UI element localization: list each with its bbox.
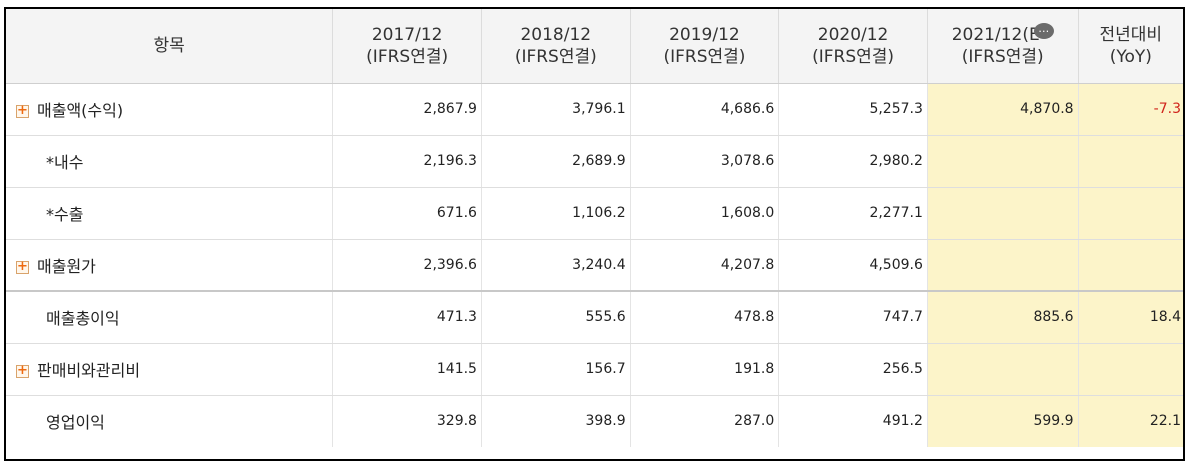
row-label: 영업이익	[6, 395, 334, 447]
yoy-cell	[1078, 343, 1183, 396]
table-row-export: *수출 671.6 1,106.2 1,608.0 2,277.1	[6, 187, 1183, 240]
value-cell: 671.6	[332, 187, 482, 240]
value-cell: 2,277.1	[778, 187, 928, 240]
estimate-value-cell	[927, 343, 1079, 396]
header-row: 항목 2017/12 (IFRS연결) 2018/12 (IFRS연결) 2019/…	[6, 9, 1183, 84]
yoy-cell: 18.4	[1078, 291, 1183, 344]
row-label: *수출	[6, 187, 334, 240]
header-period-2017[interactable]: 2017/12 (IFRS연결)	[332, 9, 482, 84]
value-cell: 2,396.6	[332, 239, 482, 292]
table-row-sga: + 판매비와관리비 141.5 156.7 191.8 256.5	[6, 343, 1183, 396]
header-period-2019[interactable]: 2019/12 (IFRS연결)	[630, 9, 780, 84]
yoy-cell	[1078, 135, 1183, 188]
value-cell: 3,240.4	[481, 239, 631, 292]
row-label: + 매출원가	[6, 239, 334, 292]
value-cell: 4,509.6	[778, 239, 928, 292]
value-cell: 1,608.0	[630, 187, 780, 240]
value-cell: 555.6	[481, 291, 631, 344]
table-row-revenue: + 매출액(수익) 2,867.9 3,796.1 4,686.6 5,257.3…	[6, 83, 1183, 136]
yoy-cell	[1078, 239, 1183, 292]
value-cell: 5,257.3	[778, 83, 928, 136]
value-cell: 2,196.3	[332, 135, 482, 188]
row-label: + 판매비와관리비	[6, 343, 334, 396]
table-row-gross-profit: 매출총이익 471.3 555.6 478.8 747.7 885.6 18.4	[6, 291, 1183, 344]
header-period-2021-estimate[interactable]: 2021/12(E… (IFRS연결)	[927, 9, 1079, 84]
value-cell: 256.5	[778, 343, 928, 396]
value-cell: 491.2	[778, 395, 928, 447]
value-cell: 2,689.9	[481, 135, 631, 188]
estimate-value-cell: 885.6	[927, 291, 1079, 344]
expand-plus-icon[interactable]: +	[16, 258, 29, 274]
expand-plus-icon[interactable]: +	[16, 363, 29, 378]
table-row-domestic: *내수 2,196.3 2,689.9 3,078.6 2,980.2	[6, 135, 1183, 188]
financial-table-frame: 항목 2017/12 (IFRS연결) 2018/12 (IFRS연결) 2019/…	[4, 7, 1185, 461]
value-cell: 287.0	[630, 395, 780, 447]
estimate-value-cell: 4,870.8	[927, 83, 1079, 136]
row-label: *내수	[6, 135, 334, 188]
estimate-value-cell	[927, 135, 1079, 188]
value-cell: 156.7	[481, 343, 631, 396]
header-item: 항목	[6, 9, 334, 84]
value-cell: 2,867.9	[332, 83, 482, 136]
comment-bubble-icon[interactable]: …	[1033, 22, 1054, 39]
value-cell: 4,207.8	[630, 239, 780, 292]
header-period-2020[interactable]: 2020/12 (IFRS연결)	[778, 9, 928, 84]
value-cell: 747.7	[778, 291, 928, 344]
value-cell: 471.3	[332, 291, 482, 344]
financial-summary-table: 항목 2017/12 (IFRS연결) 2018/12 (IFRS연결) 2019/…	[6, 9, 1183, 447]
value-cell: 2,980.2	[778, 135, 928, 188]
yoy-cell	[1078, 187, 1183, 240]
header-yoy: 전년대비 (YoY)	[1078, 9, 1183, 84]
value-cell: 1,106.2	[481, 187, 631, 240]
value-cell: 478.8	[630, 291, 780, 344]
table-row-operating-profit: 영업이익 329.8 398.9 287.0 491.2 599.9 22.1	[6, 395, 1183, 447]
value-cell: 191.8	[630, 343, 780, 396]
estimate-value-cell: 599.9	[927, 395, 1079, 447]
value-cell: 4,686.6	[630, 83, 780, 136]
estimate-value-cell	[927, 239, 1079, 292]
row-label: + 매출액(수익)	[6, 83, 334, 136]
yoy-cell: 22.1	[1078, 395, 1183, 447]
yoy-cell: -7.3	[1078, 83, 1183, 136]
table-row-cogs: + 매출원가 2,396.6 3,240.4 4,207.8 4,509.6	[6, 239, 1183, 292]
value-cell: 3,796.1	[481, 83, 631, 136]
estimate-value-cell	[927, 187, 1079, 240]
value-cell: 141.5	[332, 343, 482, 396]
value-cell: 3,078.6	[630, 135, 780, 188]
value-cell: 329.8	[332, 395, 482, 447]
row-label: 매출총이익	[6, 291, 334, 344]
value-cell: 398.9	[481, 395, 631, 447]
expand-plus-icon[interactable]: +	[16, 103, 29, 118]
header-period-2018[interactable]: 2018/12 (IFRS연결)	[481, 9, 631, 84]
